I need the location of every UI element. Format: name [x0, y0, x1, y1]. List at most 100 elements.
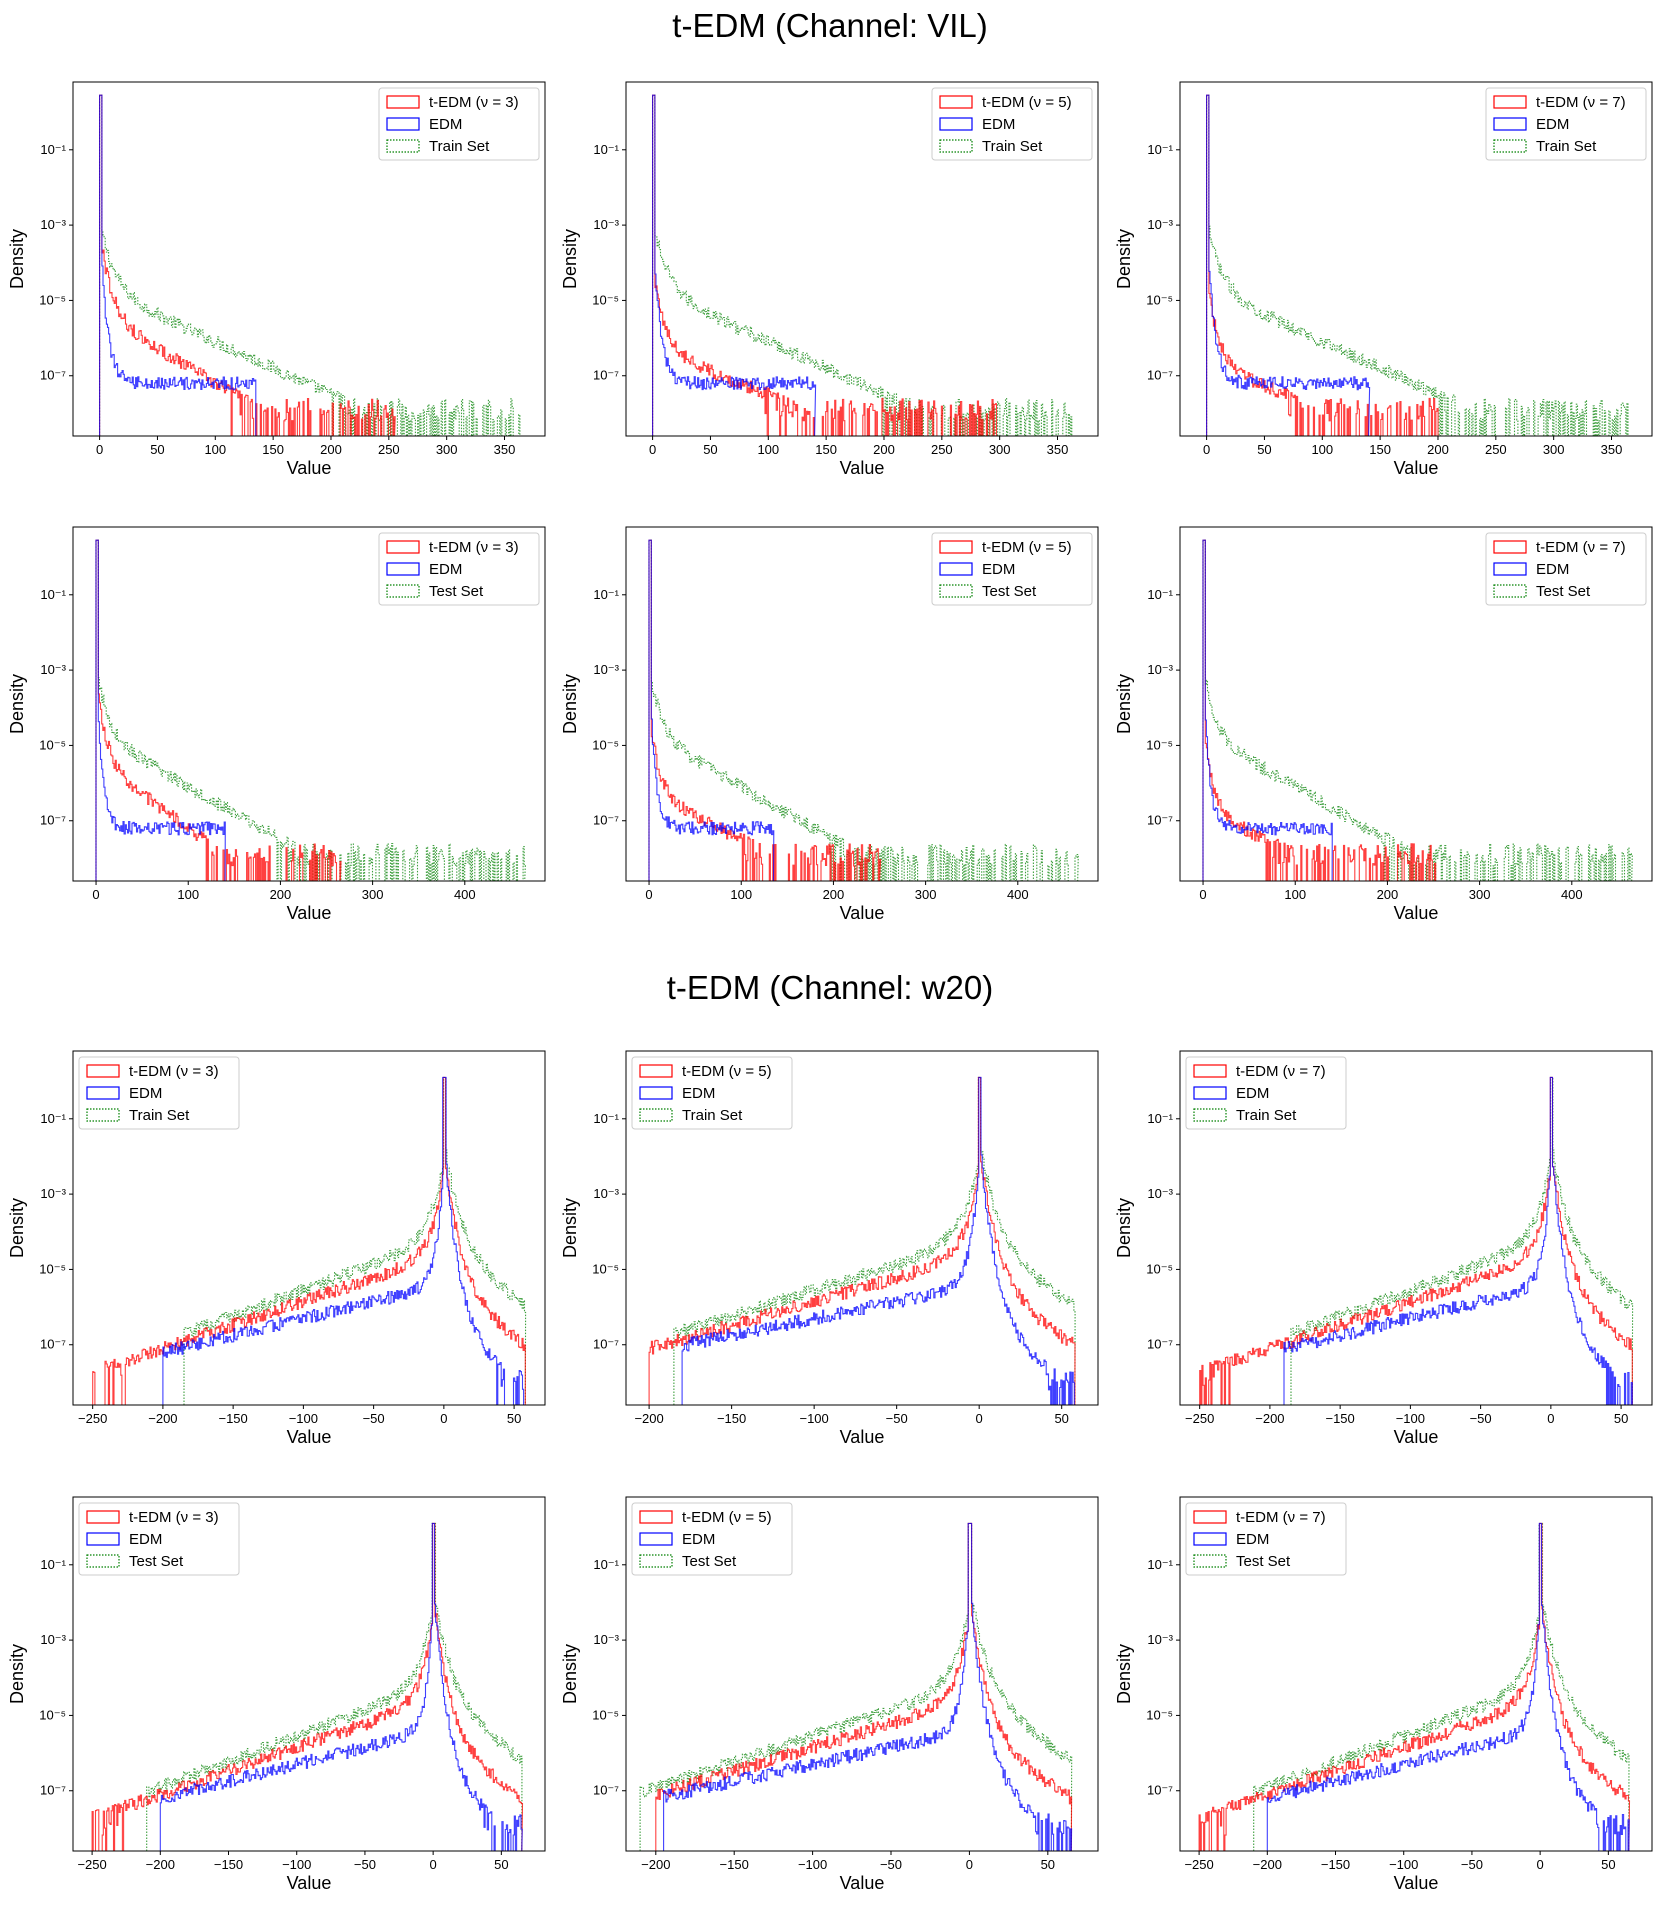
legend-tedm-swatch — [386, 95, 420, 109]
legend-reference-swatch — [86, 1554, 120, 1568]
y-tick-label: 10⁻⁵ — [39, 737, 66, 752]
legend-edm-swatch — [386, 562, 420, 576]
y-tick-label: 10⁻⁷ — [1147, 1783, 1173, 1798]
x-tick-label: −150 — [1321, 1857, 1350, 1872]
x-tick-label: −250 — [77, 1857, 106, 1872]
subplot-0-1-2: 10⁻¹ 10⁻³ 10⁻⁵ 10⁻⁷ 0 100 200 300 400 Value Densit… — [1114, 526, 1653, 923]
x-axis-label: Value — [287, 903, 332, 923]
x-axis-label: Value — [1394, 903, 1439, 923]
plot-area — [99, 94, 523, 436]
x-tick-label: 200 — [1377, 887, 1399, 902]
y-tick-label: 10⁻³ — [593, 217, 619, 232]
legend-tedm-swatch — [639, 1064, 673, 1078]
legend-reference-label: Test Set — [429, 583, 484, 600]
x-tick-label: 0 — [440, 1411, 447, 1426]
x-tick-label: −50 — [880, 1857, 902, 1872]
x-tick-label: 50 — [1614, 1411, 1628, 1426]
tedm-histogram — [1206, 94, 1439, 436]
y-tick-label: 10⁻¹ — [1147, 587, 1173, 602]
x-tick-label: 150 — [1369, 442, 1391, 457]
edm-histogram — [1266, 1522, 1630, 1851]
data-histogram — [99, 94, 523, 436]
x-axis-label: Value — [287, 458, 332, 478]
legend: t-EDM (ν = 5) EDM Test Set — [931, 532, 1093, 606]
data-histogram — [673, 1076, 1076, 1405]
legend: t-EDM (ν = 3) EDM Train Set — [78, 1056, 240, 1130]
y-tick-label: 10⁻⁷ — [593, 1783, 619, 1798]
x-tick-label: 50 — [494, 1857, 508, 1872]
axes-frame — [625, 1050, 1099, 1406]
x-tick-label: −250 — [1184, 1857, 1213, 1872]
y-tick-label: 10⁻⁵ — [592, 737, 619, 752]
tedm-histogram — [1202, 539, 1439, 881]
y-tick-label: 10⁻¹ — [1147, 1111, 1173, 1126]
x-tick-label: 50 — [1601, 1857, 1615, 1872]
y-axis-label: Density — [560, 1198, 580, 1258]
y-tick-label: 10⁻³ — [1147, 1632, 1173, 1647]
x-tick-label: 200 — [270, 887, 292, 902]
legend-edm-label: EDM — [682, 1085, 715, 1102]
tedm-histogram — [95, 539, 342, 881]
y-tick-label: 10⁻³ — [593, 1186, 619, 1201]
y-tick-label: 10⁻⁵ — [1146, 737, 1173, 752]
x-tick-label: 300 — [1469, 887, 1491, 902]
y-axis-label: Density — [1114, 674, 1134, 734]
legend-tedm-swatch — [1193, 1510, 1227, 1524]
subplot-1-0-0: 10⁻¹ 10⁻³ 10⁻⁵ 10⁻⁷ −250 −200 −150 −100 −50 0 50 Va… — [7, 1050, 546, 1447]
plot-area — [1198, 1522, 1631, 1851]
axes-frame — [72, 1496, 546, 1852]
y-tick-label: 10⁻⁵ — [1146, 1261, 1173, 1276]
y-tick-label: 10⁻⁵ — [592, 1261, 619, 1276]
x-tick-label: 0 — [1199, 887, 1206, 902]
x-tick-label: 0 — [96, 442, 103, 457]
y-tick-label: 10⁻³ — [1147, 217, 1173, 232]
plot-area — [95, 539, 526, 881]
legend-tedm-swatch — [1193, 1064, 1227, 1078]
y-axis-label: Density — [560, 674, 580, 734]
legend-tedm-swatch — [386, 540, 420, 554]
y-tick-label: 10⁻⁷ — [1147, 813, 1173, 828]
legend-tedm-swatch — [639, 1510, 673, 1524]
legend-edm-label: EDM — [129, 1531, 162, 1548]
legend-tedm-label: t-EDM (ν = 5) — [682, 1509, 772, 1526]
x-tick-label: −200 — [634, 1411, 663, 1426]
legend-tedm-label: t-EDM (ν = 7) — [1536, 539, 1626, 556]
legend-tedm-swatch — [939, 540, 973, 554]
x-tick-label: −50 — [354, 1857, 376, 1872]
plot-area — [1206, 94, 1630, 436]
y-tick-label: 10⁻³ — [40, 662, 66, 677]
legend-edm-swatch — [1493, 562, 1527, 576]
x-tick-label: 400 — [1007, 887, 1029, 902]
x-tick-label: −150 — [218, 1411, 247, 1426]
x-tick-label: 0 — [1537, 1857, 1544, 1872]
y-tick-label: 10⁻¹ — [40, 1557, 66, 1572]
legend-reference-swatch — [386, 584, 420, 598]
x-tick-label: −200 — [146, 1857, 175, 1872]
edm-histogram — [681, 1076, 1076, 1405]
x-tick-label: −50 — [1470, 1411, 1492, 1426]
x-tick-label: 350 — [1047, 442, 1069, 457]
x-tick-label: −200 — [148, 1411, 177, 1426]
y-tick-label: 10⁻⁵ — [592, 1707, 619, 1722]
legend-tedm-swatch — [939, 95, 973, 109]
x-tick-label: 400 — [1561, 887, 1583, 902]
x-tick-label: 150 — [815, 442, 837, 457]
x-tick-label: 50 — [703, 442, 717, 457]
y-tick-label: 10⁻⁷ — [1147, 1337, 1173, 1352]
legend-edm-swatch — [1493, 117, 1527, 131]
plot-area — [1202, 539, 1633, 881]
edm-histogram — [1206, 94, 1371, 436]
y-tick-label: 10⁻¹ — [40, 1111, 66, 1126]
edm-histogram — [159, 1522, 523, 1851]
edm-histogram — [99, 94, 257, 436]
axes-frame — [625, 1496, 1099, 1852]
data-histogram — [183, 1076, 527, 1405]
y-tick-label: 10⁻¹ — [593, 587, 619, 602]
x-tick-label: 250 — [931, 442, 953, 457]
data-histogram — [1290, 1076, 1634, 1405]
x-tick-label: −100 — [1389, 1857, 1418, 1872]
legend-reference-swatch — [1493, 584, 1527, 598]
edm-histogram — [652, 94, 817, 436]
y-tick-label: 10⁻⁷ — [593, 813, 619, 828]
legend-tedm-swatch — [1493, 95, 1527, 109]
